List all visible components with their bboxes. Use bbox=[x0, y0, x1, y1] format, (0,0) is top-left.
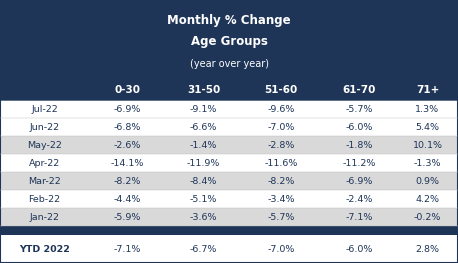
Text: -2.6%: -2.6% bbox=[114, 140, 141, 149]
Text: -6.0%: -6.0% bbox=[345, 123, 372, 132]
Bar bbox=[0, 118, 458, 136]
Text: -9.1%: -9.1% bbox=[190, 104, 217, 114]
Text: 2.8%: 2.8% bbox=[415, 245, 440, 254]
Text: -5.7%: -5.7% bbox=[345, 104, 372, 114]
Text: -7.1%: -7.1% bbox=[114, 245, 141, 254]
Text: -8.4%: -8.4% bbox=[190, 176, 217, 185]
Text: -0.2%: -0.2% bbox=[414, 213, 441, 221]
Text: 61-70: 61-70 bbox=[342, 84, 376, 94]
Text: Jun-22: Jun-22 bbox=[29, 123, 60, 132]
Text: 71+: 71+ bbox=[416, 84, 439, 94]
Bar bbox=[0, 190, 458, 208]
Text: -2.4%: -2.4% bbox=[345, 195, 372, 204]
Text: -1.8%: -1.8% bbox=[345, 140, 372, 149]
Text: Monthly % Change: Monthly % Change bbox=[167, 14, 291, 27]
Text: YTD 2022: YTD 2022 bbox=[19, 245, 70, 254]
Text: -5.9%: -5.9% bbox=[114, 213, 141, 221]
Text: (year over year): (year over year) bbox=[190, 59, 268, 69]
Text: -1.4%: -1.4% bbox=[190, 140, 217, 149]
Text: Age Groups: Age Groups bbox=[191, 35, 267, 48]
Text: -8.2%: -8.2% bbox=[267, 176, 295, 185]
Text: -6.6%: -6.6% bbox=[190, 123, 217, 132]
Text: 10.1%: 10.1% bbox=[413, 140, 442, 149]
Text: -7.0%: -7.0% bbox=[267, 123, 295, 132]
Text: -8.2%: -8.2% bbox=[114, 176, 141, 185]
Text: -6.8%: -6.8% bbox=[114, 123, 141, 132]
Text: -2.8%: -2.8% bbox=[267, 140, 295, 149]
Bar bbox=[0, 100, 458, 118]
Text: -7.1%: -7.1% bbox=[345, 213, 372, 221]
Text: 0.9%: 0.9% bbox=[415, 176, 440, 185]
Text: Jul-22: Jul-22 bbox=[31, 104, 58, 114]
Text: Mar-22: Mar-22 bbox=[28, 176, 61, 185]
Text: -3.6%: -3.6% bbox=[190, 213, 217, 221]
Text: 4.2%: 4.2% bbox=[415, 195, 440, 204]
Text: -7.0%: -7.0% bbox=[267, 245, 295, 254]
Text: Jan-22: Jan-22 bbox=[29, 213, 60, 221]
Text: Feb-22: Feb-22 bbox=[28, 195, 60, 204]
Bar bbox=[0, 79, 458, 100]
Bar bbox=[0, 154, 458, 172]
Bar bbox=[0, 136, 458, 154]
Text: -11.6%: -11.6% bbox=[264, 159, 298, 168]
Bar bbox=[0, 208, 458, 226]
Text: -11.9%: -11.9% bbox=[187, 159, 220, 168]
Text: -14.1%: -14.1% bbox=[110, 159, 144, 168]
Text: -11.2%: -11.2% bbox=[342, 159, 376, 168]
Text: 31-50: 31-50 bbox=[187, 84, 220, 94]
Text: May-22: May-22 bbox=[27, 140, 62, 149]
Text: -9.6%: -9.6% bbox=[267, 104, 295, 114]
Text: -4.4%: -4.4% bbox=[114, 195, 141, 204]
Bar bbox=[0, 226, 458, 235]
Text: -3.4%: -3.4% bbox=[267, 195, 295, 204]
Text: 5.4%: 5.4% bbox=[415, 123, 440, 132]
Text: Apr-22: Apr-22 bbox=[29, 159, 60, 168]
Text: -6.9%: -6.9% bbox=[114, 104, 141, 114]
Text: 0-30: 0-30 bbox=[114, 84, 140, 94]
Text: 51-60: 51-60 bbox=[265, 84, 298, 94]
Text: -6.0%: -6.0% bbox=[345, 245, 372, 254]
Text: -5.1%: -5.1% bbox=[190, 195, 217, 204]
Bar bbox=[0, 172, 458, 190]
Text: -1.3%: -1.3% bbox=[414, 159, 441, 168]
Text: -6.9%: -6.9% bbox=[345, 176, 372, 185]
Text: 1.3%: 1.3% bbox=[415, 104, 440, 114]
Text: -6.7%: -6.7% bbox=[190, 245, 217, 254]
Text: -5.7%: -5.7% bbox=[267, 213, 295, 221]
